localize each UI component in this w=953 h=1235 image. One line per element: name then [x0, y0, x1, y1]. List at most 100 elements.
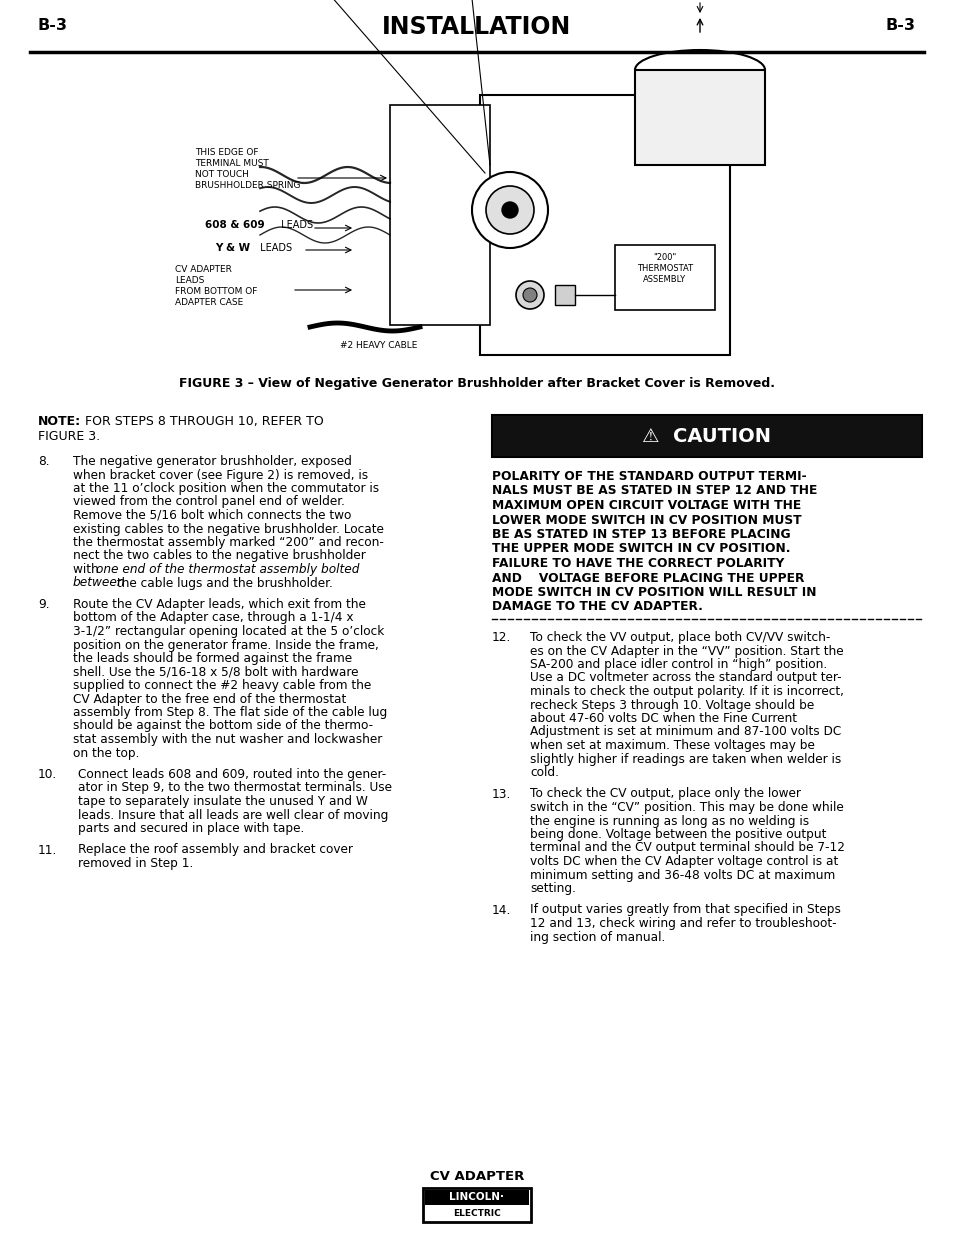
Text: 9.: 9.	[38, 598, 50, 611]
Bar	[555, 285, 575, 305]
Text: volts DC when the CV Adapter voltage control is at: volts DC when the CV Adapter voltage con…	[530, 855, 838, 868]
Text: FIGURE 3.: FIGURE 3.	[38, 430, 100, 443]
Text: 12 and 13, check wiring and refer to troubleshoot-: 12 and 13, check wiring and refer to tro…	[530, 918, 836, 930]
Text: assembly from Step 8. The flat side of the cable lug: assembly from Step 8. The flat side of t…	[73, 706, 387, 719]
Text: Adjustment is set at minimum and 87-100 volts DC: Adjustment is set at minimum and 87-100 …	[530, 725, 841, 739]
Text: one end of the thermostat assembly bolted: one end of the thermostat assembly bolte…	[96, 563, 359, 576]
Text: 10.: 10.	[38, 768, 57, 781]
Circle shape	[522, 288, 537, 303]
Text: 12.: 12.	[492, 631, 511, 643]
Text: recheck Steps 3 through 10. Voltage should be: recheck Steps 3 through 10. Voltage shou…	[530, 699, 814, 711]
Text: MODE SWITCH IN CV POSITION WILL RESULT IN: MODE SWITCH IN CV POSITION WILL RESULT I…	[492, 585, 816, 599]
Text: cold.: cold.	[530, 766, 558, 779]
Text: setting.: setting.	[530, 882, 576, 895]
Text: To check the CV output, place only the lower: To check the CV output, place only the l…	[530, 788, 800, 800]
Text: with: with	[73, 563, 103, 576]
Text: supplied to connect the #2 heavy cable from the: supplied to connect the #2 heavy cable f…	[73, 679, 371, 692]
Text: LEADS: LEADS	[256, 243, 292, 253]
Text: tape to separately insulate the unused Y and W: tape to separately insulate the unused Y…	[78, 795, 368, 808]
Text: stat assembly with the nut washer and lockwasher: stat assembly with the nut washer and lo…	[73, 734, 382, 746]
Text: 8.: 8.	[38, 454, 50, 468]
Text: LINCOLN·: LINCOLN·	[449, 1192, 504, 1202]
Text: slightly higher if readings are taken when welder is: slightly higher if readings are taken wh…	[530, 752, 841, 766]
Text: should be against the bottom side of the thermo-: should be against the bottom side of the…	[73, 720, 373, 732]
Text: minimum setting and 36-48 volts DC at maximum: minimum setting and 36-48 volts DC at ma…	[530, 868, 835, 882]
Bar	[479, 95, 729, 354]
Text: nect the two cables to the negative brushholder: nect the two cables to the negative brus…	[73, 550, 365, 562]
Text: LEADS: LEADS	[277, 220, 313, 230]
Text: 13.: 13.	[492, 788, 511, 800]
Text: "200"
THERMOSTAT
ASSEMBLY: "200" THERMOSTAT ASSEMBLY	[637, 253, 692, 284]
Text: between: between	[73, 577, 126, 589]
Text: Use a DC voltmeter across the standard output ter-: Use a DC voltmeter across the standard o…	[530, 672, 841, 684]
Text: shell. Use the 5/16-18 x 5/8 bolt with hardware: shell. Use the 5/16-18 x 5/8 bolt with h…	[73, 666, 358, 678]
Text: B-3: B-3	[885, 19, 915, 33]
Text: BE AS STATED IN STEP 13 BEFORE PLACING: BE AS STATED IN STEP 13 BEFORE PLACING	[492, 529, 790, 541]
Text: ⚠  CAUTION: ⚠ CAUTION	[641, 426, 771, 446]
Text: es on the CV Adapter in the “VV” position. Start the: es on the CV Adapter in the “VV” positio…	[530, 645, 842, 657]
Circle shape	[501, 203, 517, 219]
Text: NALS MUST BE AS STATED IN STEP 12 AND THE: NALS MUST BE AS STATED IN STEP 12 AND TH…	[492, 484, 817, 498]
Text: NOTE:: NOTE:	[38, 415, 81, 429]
Text: leads. Insure that all leads are well clear of moving: leads. Insure that all leads are well cl…	[78, 809, 388, 821]
Text: viewed from the control panel end of welder.: viewed from the control panel end of wel…	[73, 495, 345, 509]
Text: bottom of the Adapter case, through a 1-1/4 x: bottom of the Adapter case, through a 1-…	[73, 611, 354, 625]
Text: Remove the 5/16 bolt which connects the two: Remove the 5/16 bolt which connects the …	[73, 509, 351, 522]
Text: minals to check the output polarity. If it is incorrect,: minals to check the output polarity. If …	[530, 685, 843, 698]
Bar	[390, 105, 490, 325]
Text: CV ADAPTER: CV ADAPTER	[430, 1170, 523, 1183]
Text: ing section of manual.: ing section of manual.	[530, 930, 664, 944]
Text: parts and secured in place with tape.: parts and secured in place with tape.	[78, 823, 304, 835]
Text: CV ADAPTER
LEADS
FROM BOTTOM OF
ADAPTER CASE: CV ADAPTER LEADS FROM BOTTOM OF ADAPTER …	[174, 266, 257, 308]
Bar	[424, 1191, 529, 1205]
Text: ator in Step 9, to the two thermostat terminals. Use: ator in Step 9, to the two thermostat te…	[78, 782, 392, 794]
Text: 3-1/2” rectangular opening located at the 5 o’clock: 3-1/2” rectangular opening located at th…	[73, 625, 384, 638]
Text: removed in Step 1.: removed in Step 1.	[78, 857, 193, 869]
Text: INSTALLATION: INSTALLATION	[382, 15, 571, 40]
Text: being done. Voltage between the positive output: being done. Voltage between the positive…	[530, 827, 825, 841]
Text: MAXIMUM OPEN CIRCUIT VOLTAGE WITH THE: MAXIMUM OPEN CIRCUIT VOLTAGE WITH THE	[492, 499, 801, 513]
Text: THE UPPER MODE SWITCH IN CV POSITION.: THE UPPER MODE SWITCH IN CV POSITION.	[492, 542, 790, 556]
Bar	[422, 1188, 531, 1221]
Text: FOR STEPS 8 THROUGH 10, REFER TO: FOR STEPS 8 THROUGH 10, REFER TO	[85, 415, 323, 429]
Text: POLARITY OF THE STANDARD OUTPUT TERMI-: POLARITY OF THE STANDARD OUTPUT TERMI-	[492, 471, 806, 483]
Text: position on the generator frame. Inside the frame,: position on the generator frame. Inside …	[73, 638, 378, 652]
Text: #2 HEAVY CABLE: #2 HEAVY CABLE	[339, 341, 416, 350]
Text: If output varies greatly from that specified in Steps: If output varies greatly from that speci…	[530, 904, 840, 916]
Text: LOWER MODE SWITCH IN CV POSITION MUST: LOWER MODE SWITCH IN CV POSITION MUST	[492, 514, 801, 526]
Text: Y & W: Y & W	[214, 243, 250, 253]
Text: THIS EDGE OF
TERMINAL MUST
NOT TOUCH
BRUSHHOLDER SPRING: THIS EDGE OF TERMINAL MUST NOT TOUCH BRU…	[194, 148, 300, 190]
Text: CV Adapter to the free end of the thermostat: CV Adapter to the free end of the thermo…	[73, 693, 346, 705]
Bar	[492, 415, 921, 457]
Text: the cable lugs and the brushholder.: the cable lugs and the brushholder.	[112, 577, 333, 589]
Text: the thermostat assembly marked “200” and recon-: the thermostat assembly marked “200” and…	[73, 536, 383, 550]
Text: Replace the roof assembly and bracket cover: Replace the roof assembly and bracket co…	[78, 844, 353, 857]
Text: AND    VOLTAGE BEFORE PLACING THE UPPER: AND VOLTAGE BEFORE PLACING THE UPPER	[492, 572, 803, 584]
Text: Connect leads 608 and 609, routed into the gener-: Connect leads 608 and 609, routed into t…	[78, 768, 386, 781]
Text: 11.: 11.	[38, 844, 57, 857]
Text: DAMAGE TO THE CV ADAPTER.: DAMAGE TO THE CV ADAPTER.	[492, 600, 702, 614]
Text: at the 11 o’clock position when the commutator is: at the 11 o’clock position when the comm…	[73, 482, 378, 495]
Text: the engine is running as long as no welding is: the engine is running as long as no weld…	[530, 815, 808, 827]
Circle shape	[516, 282, 543, 309]
Text: ELECTRIC: ELECTRIC	[453, 1209, 500, 1218]
Text: B-3: B-3	[38, 19, 68, 33]
Text: SA-200 and place idler control in “high” position.: SA-200 and place idler control in “high”…	[530, 658, 826, 671]
Text: terminal and the CV output terminal should be 7-12: terminal and the CV output terminal shou…	[530, 841, 844, 855]
Text: about 47-60 volts DC when the Fine Current: about 47-60 volts DC when the Fine Curre…	[530, 713, 796, 725]
Text: when bracket cover (see Figure 2) is removed, is: when bracket cover (see Figure 2) is rem…	[73, 468, 368, 482]
Text: Route the CV Adapter leads, which exit from the: Route the CV Adapter leads, which exit f…	[73, 598, 366, 611]
Text: on the top.: on the top.	[73, 746, 139, 760]
Bar	[615, 245, 714, 310]
Text: existing cables to the negative brushholder. Locate: existing cables to the negative brushhol…	[73, 522, 383, 536]
Text: To check the VV output, place both CV/VV switch-: To check the VV output, place both CV/VV…	[530, 631, 829, 643]
Bar	[635, 70, 764, 165]
Circle shape	[485, 186, 534, 233]
Text: the leads should be formed against the frame: the leads should be formed against the f…	[73, 652, 352, 664]
Text: switch in the “CV” position. This may be done while: switch in the “CV” position. This may be…	[530, 802, 842, 814]
Text: FAILURE TO HAVE THE CORRECT POLARITY: FAILURE TO HAVE THE CORRECT POLARITY	[492, 557, 783, 571]
Text: 14.: 14.	[492, 904, 511, 916]
Text: 608 & 609: 608 & 609	[205, 220, 264, 230]
Text: FIGURE 3 – View of Negative Generator Brushholder after Bracket Cover is Removed: FIGURE 3 – View of Negative Generator Br…	[179, 377, 774, 390]
Circle shape	[472, 172, 547, 248]
